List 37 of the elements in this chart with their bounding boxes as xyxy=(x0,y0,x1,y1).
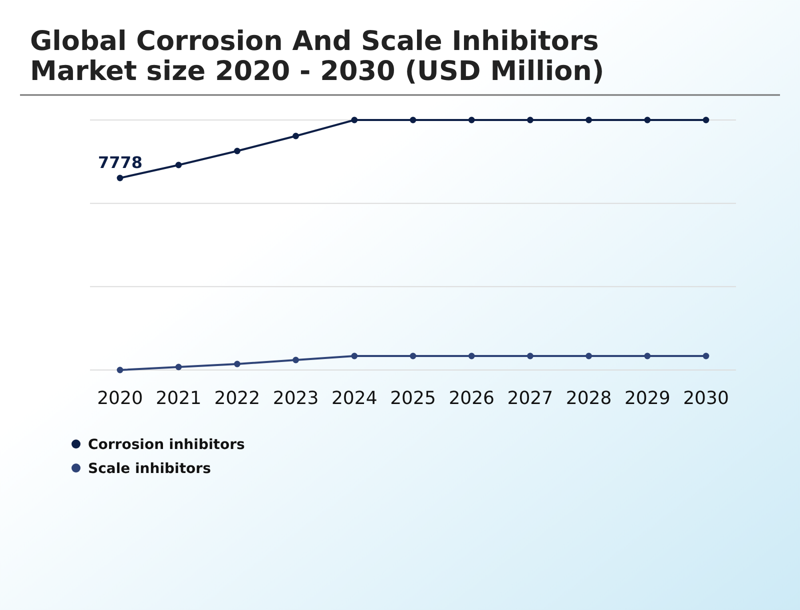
point xyxy=(351,116,358,124)
x-tick-label: 2020 xyxy=(97,388,143,409)
legend-label: Scale inhibitors xyxy=(88,461,211,477)
point xyxy=(410,116,416,124)
point xyxy=(351,352,358,360)
x-tick-label: 2024 xyxy=(331,388,378,409)
x-tick-label: 2027 xyxy=(507,388,554,409)
x-tick-label: 2025 xyxy=(390,388,436,409)
point xyxy=(116,366,124,374)
data-label: 7778 xyxy=(98,153,143,172)
point xyxy=(527,116,534,124)
point xyxy=(644,352,651,360)
point xyxy=(175,162,182,168)
point xyxy=(175,364,182,370)
point xyxy=(116,174,124,182)
x-tick-label: 2026 xyxy=(448,388,495,409)
point xyxy=(468,116,475,124)
point xyxy=(234,360,240,368)
point xyxy=(527,352,534,360)
point xyxy=(292,356,299,364)
chart-title: Global Corrosion And Scale Inhibitors Market size 2020 - 2030 (USD Million) xyxy=(30,26,604,87)
point xyxy=(410,352,416,360)
x-tick-label: 2021 xyxy=(156,388,202,409)
point xyxy=(468,352,475,360)
point xyxy=(644,116,651,124)
point xyxy=(586,352,592,360)
point xyxy=(292,132,299,140)
point xyxy=(586,116,592,124)
x-tick-label: 2022 xyxy=(214,388,260,409)
x-tick-label: 2028 xyxy=(566,388,612,409)
point xyxy=(702,352,710,360)
point xyxy=(234,148,240,154)
x-tick-label: 2023 xyxy=(272,388,319,409)
legend-label: Corrosion inhibitors xyxy=(88,437,245,453)
point xyxy=(702,116,710,124)
x-tick-label: 2029 xyxy=(624,388,670,409)
x-tick-label: 2030 xyxy=(683,388,729,409)
